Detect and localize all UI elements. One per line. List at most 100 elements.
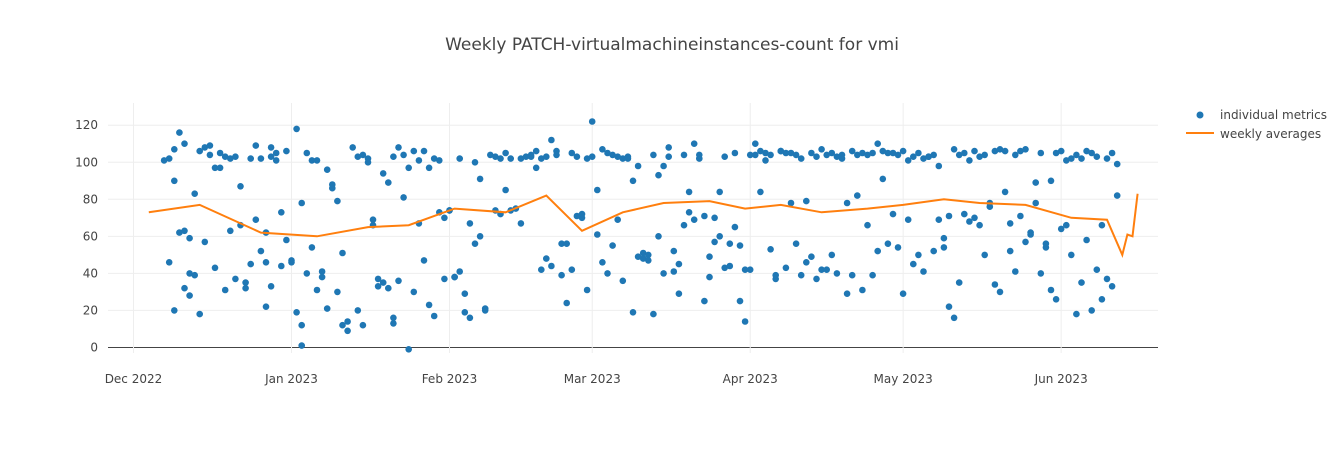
data-point[interactable]: [655, 233, 662, 240]
legend-item-individual-metrics[interactable]: individual metrics: [1196, 108, 1327, 122]
data-point[interactable]: [614, 153, 621, 160]
data-point[interactable]: [848, 271, 856, 279]
data-point[interactable]: [568, 149, 576, 157]
data-point[interactable]: [390, 314, 397, 322]
data-point[interactable]: [696, 151, 703, 159]
data-point[interactable]: [899, 290, 907, 298]
data-point[interactable]: [833, 153, 841, 160]
data-point[interactable]: [242, 284, 249, 292]
data-point[interactable]: [1088, 149, 1095, 157]
data-point[interactable]: [466, 314, 474, 322]
data-point[interactable]: [227, 227, 234, 235]
data-point[interactable]: [675, 260, 683, 268]
data-point[interactable]: [1078, 279, 1085, 286]
data-point[interactable]: [594, 186, 601, 194]
data-point[interactable]: [181, 140, 188, 147]
data-point[interactable]: [165, 259, 173, 266]
data-point[interactable]: [466, 220, 474, 227]
data-point[interactable]: [879, 175, 887, 183]
data-point[interactable]: [517, 155, 525, 162]
data-point[interactable]: [721, 153, 728, 160]
data-point[interactable]: [181, 284, 188, 292]
data-point[interactable]: [650, 151, 657, 159]
data-point[interactable]: [344, 318, 351, 325]
data-point[interactable]: [1037, 270, 1045, 277]
data-point[interactable]: [859, 149, 866, 157]
data-point[interactable]: [349, 144, 357, 151]
data-point[interactable]: [915, 251, 922, 259]
data-point[interactable]: [711, 214, 718, 222]
data-point[interactable]: [746, 266, 754, 274]
data-point[interactable]: [624, 155, 632, 162]
data-point[interactable]: [741, 318, 749, 325]
data-point[interactable]: [787, 149, 795, 157]
data-point[interactable]: [701, 297, 708, 305]
data-point[interactable]: [670, 268, 678, 275]
data-point[interactable]: [655, 171, 662, 179]
data-point[interactable]: [950, 314, 958, 322]
data-point[interactable]: [1057, 225, 1065, 233]
data-point[interactable]: [171, 146, 178, 153]
data-point[interactable]: [186, 270, 193, 277]
data-point[interactable]: [267, 144, 275, 151]
data-point[interactable]: [736, 297, 744, 305]
data-point[interactable]: [267, 153, 275, 160]
data-point[interactable]: [456, 155, 464, 162]
data-point[interactable]: [823, 151, 830, 159]
data-point[interactable]: [736, 242, 744, 249]
data-point[interactable]: [476, 233, 484, 240]
data-point[interactable]: [1006, 247, 1014, 255]
data-point[interactable]: [558, 240, 565, 247]
data-point[interactable]: [884, 149, 892, 157]
data-point[interactable]: [1047, 286, 1055, 294]
data-point[interactable]: [176, 129, 183, 136]
data-point[interactable]: [757, 188, 764, 196]
data-point[interactable]: [262, 303, 270, 311]
data-point[interactable]: [252, 142, 260, 149]
data-point[interactable]: [889, 210, 897, 218]
data-point[interactable]: [1083, 236, 1090, 244]
data-point[interactable]: [894, 151, 902, 159]
data-point[interactable]: [930, 247, 937, 255]
data-point[interactable]: [522, 153, 530, 160]
data-point[interactable]: [334, 197, 341, 205]
data-point[interactable]: [232, 153, 239, 160]
data-point[interactable]: [854, 192, 861, 199]
data-point[interactable]: [538, 266, 545, 274]
data-point[interactable]: [660, 162, 667, 170]
data-point[interactable]: [920, 268, 927, 275]
data-point[interactable]: [206, 142, 214, 149]
data-point[interactable]: [369, 216, 377, 223]
data-point[interactable]: [262, 259, 270, 266]
data-point[interactable]: [329, 184, 336, 192]
data-point[interactable]: [818, 146, 825, 153]
data-point[interactable]: [803, 197, 810, 205]
data-point[interactable]: [894, 244, 902, 251]
data-point[interactable]: [645, 251, 652, 259]
data-point[interactable]: [359, 321, 367, 329]
data-point[interactable]: [966, 157, 973, 164]
data-point[interactable]: [278, 209, 285, 216]
data-point[interactable]: [904, 157, 912, 164]
data-point[interactable]: [706, 273, 713, 281]
data-point[interactable]: [583, 155, 591, 162]
data-point[interactable]: [1083, 147, 1090, 155]
data-point[interactable]: [1078, 155, 1085, 162]
data-point[interactable]: [690, 216, 698, 223]
data-point[interactable]: [232, 275, 239, 283]
data-point[interactable]: [935, 216, 943, 223]
data-point[interactable]: [899, 147, 907, 155]
data-point[interactable]: [379, 170, 387, 177]
data-point[interactable]: [609, 242, 616, 249]
data-point[interactable]: [910, 260, 917, 268]
data-point[interactable]: [441, 214, 448, 222]
data-point[interactable]: [828, 251, 836, 259]
data-point[interactable]: [293, 125, 300, 133]
data-point[interactable]: [665, 153, 672, 160]
data-point[interactable]: [996, 146, 1004, 153]
data-point[interactable]: [573, 153, 581, 160]
data-point[interactable]: [323, 305, 331, 312]
data-point[interactable]: [247, 260, 254, 268]
data-point[interactable]: [634, 253, 642, 260]
data-point[interactable]: [517, 220, 525, 227]
